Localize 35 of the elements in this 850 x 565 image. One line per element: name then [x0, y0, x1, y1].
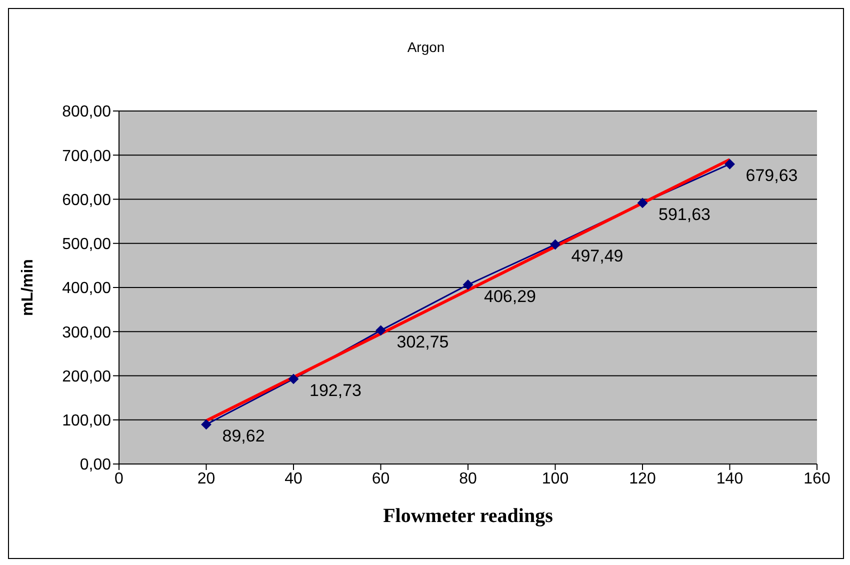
- y-tick-label: 300,00: [62, 324, 112, 342]
- point: [376, 325, 386, 336]
- x-tick-label: 0: [114, 470, 124, 488]
- point: [638, 198, 648, 208]
- x-tick-label: 80: [459, 470, 477, 488]
- y-tick-label: 100,00: [62, 412, 112, 430]
- y-tick-label: 700,00: [62, 148, 112, 165]
- chart-title: Argon: [406, 39, 446, 55]
- data-label: 497,49: [571, 246, 624, 266]
- y-tick-label: 600,00: [62, 192, 112, 209]
- point: [201, 419, 212, 430]
- x-tick-label: 140: [716, 470, 744, 488]
- x-tick-label: 40: [284, 470, 302, 488]
- x-tick-label: 20: [197, 470, 216, 488]
- point: [463, 280, 473, 290]
- x-tick-label: 120: [629, 470, 656, 488]
- x-tick-label: 160: [804, 470, 830, 488]
- x-tick-label: 60: [372, 470, 390, 488]
- data-label: 591,63: [658, 204, 710, 224]
- y-tick-label: 500,00: [62, 236, 112, 254]
- y-axis-title: mL/min: [20, 259, 37, 316]
- data-label: 192,73: [310, 380, 362, 400]
- y-tick-label: 800,00: [62, 104, 112, 121]
- y-tick-label: 400,00: [62, 280, 112, 298]
- x-tick-label: 100: [542, 470, 569, 488]
- data-label: 406,29: [484, 286, 536, 306]
- point: [724, 159, 735, 170]
- point: [288, 374, 298, 384]
- y-tick-label: 0,00: [80, 456, 112, 474]
- point: [550, 239, 560, 250]
- data-label: 89,62: [222, 426, 265, 446]
- data-label: 302,75: [396, 332, 449, 352]
- data-label: 679,63: [746, 166, 798, 186]
- x-axis-title: Flowmeter readings: [383, 505, 554, 527]
- y-tick-label: 200,00: [62, 368, 112, 386]
